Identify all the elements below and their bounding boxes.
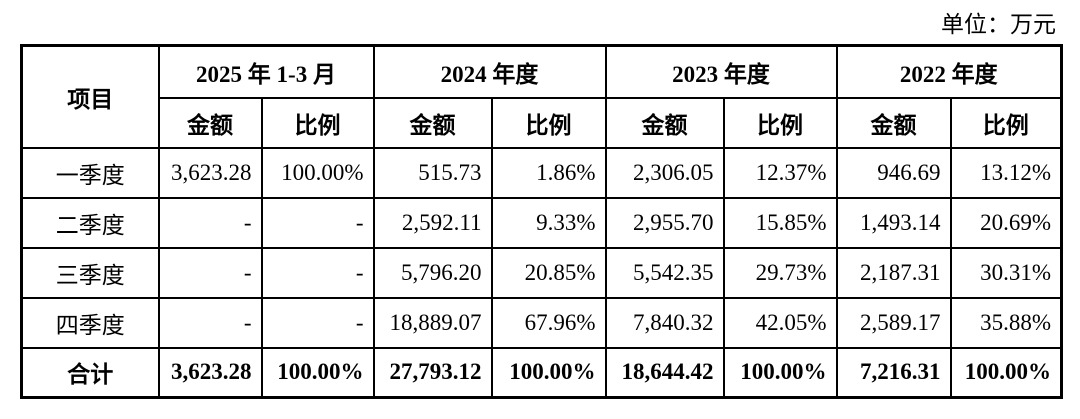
table-row-q4: 四季度 - - 18,889.07 67.96% 7,840.32 42.05%… [20,296,1063,349]
column-header-ratio-2025: 比例 [260,96,375,149]
table-cell: 100.00% [949,346,1063,399]
table-cell: 13.12% [949,146,1063,199]
table-cell: 15.85% [722,196,838,249]
table-cell: 2,187.31 [835,246,952,299]
table-cell: - [260,296,375,349]
table-cell: 2,589.17 [835,296,952,349]
column-group-2025: 2025 年 1-3 月 [157,44,375,99]
table-cell: 100.00% [722,346,838,399]
table-cell: 5,542.35 [604,246,725,299]
table-cell: 18,644.42 [604,346,725,399]
column-header-amount-2023: 金额 [604,96,725,149]
column-header-ratio-2024: 比例 [490,96,607,149]
table-cell: 7,216.31 [835,346,952,399]
row-label: 二季度 [20,196,160,249]
table-cell: 67.96% [490,296,607,349]
table-cell: - [157,296,263,349]
table-cell: 12.37% [722,146,838,199]
table-cell: 30.31% [949,246,1063,299]
table-cell: 9.33% [490,196,607,249]
column-header-ratio-2023: 比例 [722,96,838,149]
row-label: 四季度 [20,296,160,349]
table-cell: - [157,246,263,299]
column-header-amount-2024: 金额 [372,96,493,149]
table-cell: - [260,196,375,249]
table-row-q1: 一季度 3,623.28 100.00% 515.73 1.86% 2,306.… [20,146,1063,199]
row-label: 一季度 [20,146,160,199]
table-cell: 20.69% [949,196,1063,249]
table-cell: 42.05% [722,296,838,349]
column-group-2023: 2023 年度 [604,44,838,99]
table-cell: 27,793.12 [372,346,493,399]
table-cell: 35.88% [949,296,1063,349]
column-header-ratio-2022: 比例 [949,96,1063,149]
table-cell: 2,592.11 [372,196,493,249]
table-cell: 100.00% [490,346,607,399]
quarterly-revenue-table: 项目 2025 年 1-3 月 2024 年度 2023 年度 2022 年度 … [20,44,1064,399]
table-cell: - [157,196,263,249]
row-label: 合计 [20,346,160,399]
table-cell: 18,889.07 [372,296,493,349]
table-cell: 5,796.20 [372,246,493,299]
table-cell: 3,623.28 [157,146,263,199]
table-row-total: 合计 3,623.28 100.00% 27,793.12 100.00% 18… [20,346,1063,399]
table-cell: 1,493.14 [835,196,952,249]
header-row-years: 项目 2025 年 1-3 月 2024 年度 2023 年度 2022 年度 [20,44,1063,149]
table-cell: 3,623.28 [157,346,263,399]
unit-label: 单位：万元 [941,12,1056,37]
table-cell: 515.73 [372,146,493,199]
column-header-amount-2022: 金额 [835,96,952,149]
table-row-q2: 二季度 - - 2,592.11 9.33% 2,955.70 15.85% 1… [20,196,1063,249]
table-cell: - [260,246,375,299]
table-cell: 946.69 [835,146,952,199]
column-header-amount-2025: 金额 [157,96,263,149]
table-cell: 1.86% [490,146,607,199]
table-cell: 20.85% [490,246,607,299]
table-row-q3: 三季度 - - 5,796.20 20.85% 5,542.35 29.73% … [20,246,1063,299]
column-header-item: 项目 [20,44,160,149]
column-group-2022: 2022 年度 [835,44,1063,99]
table-cell: 29.73% [722,246,838,299]
table-cell: 2,955.70 [604,196,725,249]
header-row-subcolumns: 金额 比例 金额 比例 金额 比例 金额 比例 [22,96,1063,149]
table-cell: 100.00% [260,146,375,199]
column-group-2024: 2024 年度 [372,44,607,99]
table-cell: 7,840.32 [604,296,725,349]
table-cell: 2,306.05 [604,146,725,199]
table-cell: 100.00% [260,346,375,399]
row-label: 三季度 [20,246,160,299]
